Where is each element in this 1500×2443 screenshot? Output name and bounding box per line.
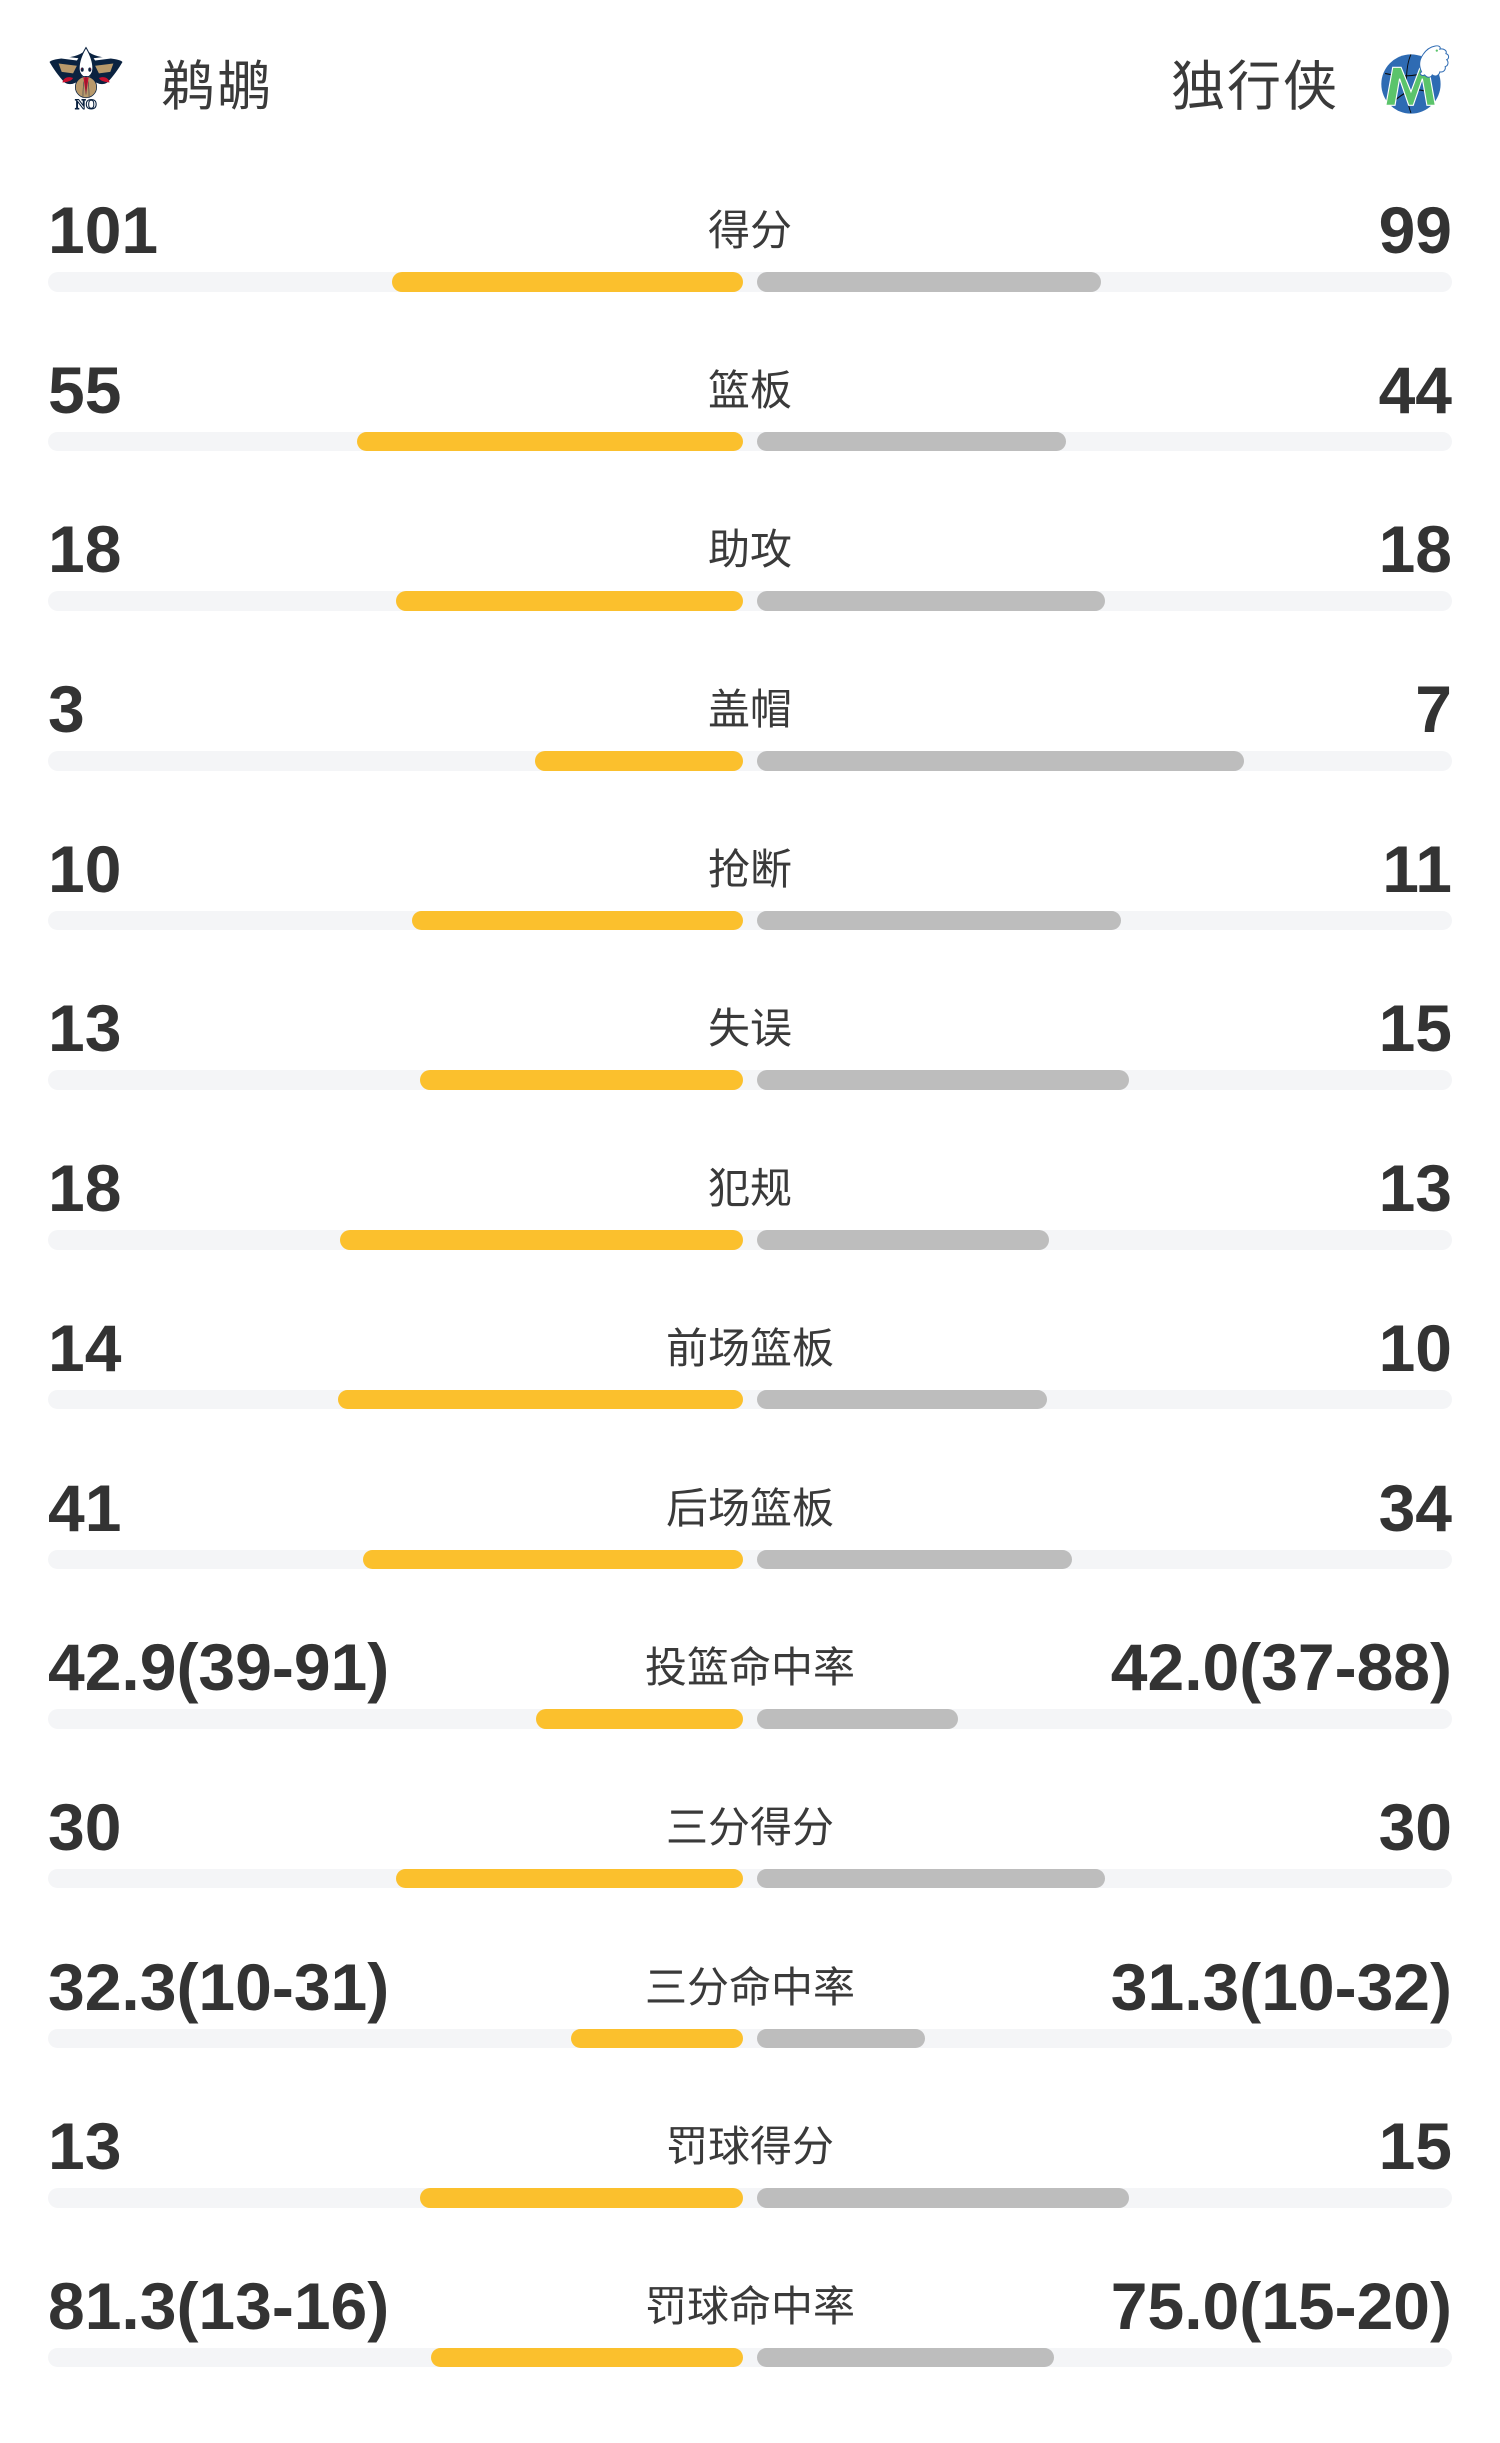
svg-text:NO: NO xyxy=(75,97,97,113)
